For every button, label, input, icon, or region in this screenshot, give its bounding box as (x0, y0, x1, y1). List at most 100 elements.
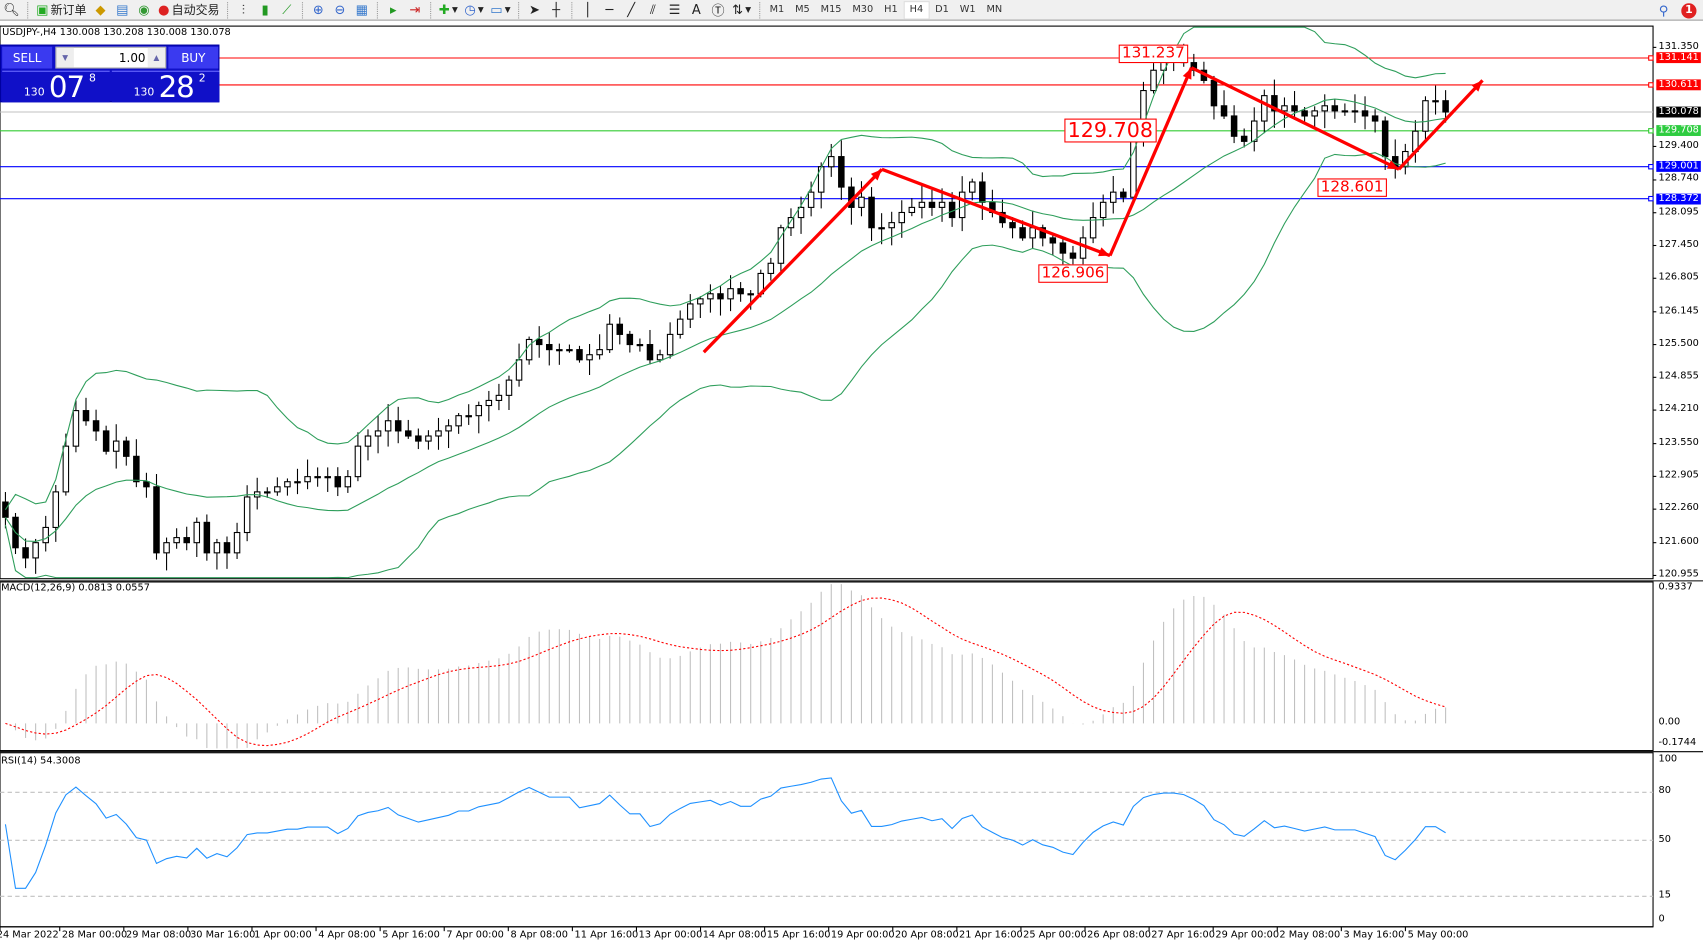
auto-trading-icon: ● (158, 2, 170, 18)
chart-shift-button[interactable]: ⇥ (404, 1, 426, 19)
indicators-dropdown[interactable]: ✚ ▼ (436, 1, 461, 19)
crosshair-button[interactable]: ┼ (545, 1, 567, 19)
fibonacci-button[interactable]: ☰ (664, 1, 686, 19)
zoom-in-button[interactable]: ⊕ (307, 1, 329, 19)
market-watch-button[interactable]: ◆ (90, 1, 112, 19)
candle-body (495, 394, 503, 401)
tile-windows-button[interactable]: ▦ (351, 1, 373, 19)
candle-body (284, 481, 291, 488)
candle-body (1422, 100, 1429, 132)
zoom-in-icon: ⊕ (312, 2, 324, 18)
arrowhead (1386, 160, 1399, 170)
candle-body (908, 206, 916, 214)
horizontal-line-button[interactable]: ─ (599, 1, 621, 19)
timeframe-d1[interactable]: D1 (935, 4, 949, 16)
price-annotation: 126.906 (1038, 264, 1108, 283)
candle-body (687, 303, 694, 320)
arrowhead (1471, 80, 1483, 92)
candle-body (354, 445, 362, 478)
data-window-button[interactable]: ▤ (111, 1, 133, 19)
time-axis-label: 5 Apr 16:00 (382, 930, 440, 941)
price-tick-label: 126.145 (1658, 305, 1699, 317)
text-button[interactable]: A (685, 1, 707, 19)
periods-dropdown[interactable]: ◷ ▼ (461, 1, 487, 19)
bollinger-upper-band (4, 26, 1446, 510)
zoom-icon[interactable]: 🔍︎ (3, 2, 20, 18)
candle-body (405, 430, 412, 437)
arrows-dropdown[interactable]: ⇅ ▼ (729, 1, 754, 19)
zoom-out-button[interactable]: ⊖ (329, 1, 351, 19)
timeframe-h4[interactable]: H4 (903, 0, 930, 20)
new-order-button[interactable]: ▣ 新订单 (36, 2, 87, 18)
vertical-line-button[interactable]: │ (577, 1, 599, 19)
candle-body (918, 201, 926, 208)
candle-body (586, 354, 593, 361)
candle-body (546, 344, 553, 351)
candle-body (1059, 242, 1067, 254)
timeframe-w1[interactable]: W1 (959, 4, 976, 16)
timeframe-m1[interactable]: M1 (769, 4, 785, 16)
timeframe-m15[interactable]: M15 (820, 4, 842, 16)
candle-body (183, 537, 190, 544)
price-tick-label: 124.210 (1658, 403, 1699, 415)
time-axis-label: 2 May 08:00 (1279, 930, 1341, 941)
candle-body (324, 476, 331, 479)
timeframe-m30[interactable]: M30 (852, 4, 874, 16)
sell-price[interactable]: 130 07 8 (2, 70, 110, 104)
candle-body (747, 293, 754, 296)
text-label-button[interactable]: Ⓣ (707, 1, 729, 19)
time-axis-label: 1 Apr 00:00 (254, 930, 312, 941)
trend-arrow (1397, 79, 1484, 171)
macd-label: MACD(12,26,9) 0.0813 0.0557 (1, 583, 150, 594)
timeframe-h1[interactable]: H1 (884, 4, 898, 16)
candle-body (223, 542, 231, 554)
time-axis-label: 15 Apr 16:00 (766, 930, 831, 941)
candle-body (968, 181, 976, 193)
candle-body (465, 415, 472, 418)
auto-trading-button[interactable]: ● 自动交易 (158, 2, 220, 18)
price-annotation: 129.708 (1064, 118, 1157, 143)
candle-body (958, 191, 966, 219)
buy-button[interactable]: BUY (168, 46, 219, 69)
sell-button[interactable]: SELL (2, 46, 53, 69)
candle-body (92, 420, 100, 432)
candle-body (928, 201, 936, 208)
templates-dropdown[interactable]: ▭ ▼ (487, 1, 514, 19)
lots-increase-button[interactable]: ▲ (147, 47, 166, 68)
trendline-button[interactable]: ╱ (620, 1, 642, 19)
candle-body (304, 476, 311, 483)
macd-axis-label: 0.9337 (1658, 581, 1693, 593)
candle-body (445, 425, 452, 432)
candle-body (1089, 217, 1097, 239)
autoscroll-button[interactable]: ▸ (382, 1, 404, 19)
cursor-button[interactable]: ➤ (524, 1, 546, 19)
level-handle (1648, 82, 1654, 88)
rsi-axis-label: 50 (1658, 833, 1671, 845)
macd-signal-line (5, 597, 1446, 747)
search-icon[interactable]: ⚲ (1658, 2, 1669, 18)
candle-body (838, 156, 845, 188)
notification-badge[interactable]: 1 (1681, 2, 1697, 18)
timeframe-mn[interactable]: MN (986, 4, 1003, 16)
time-axis-label: 30 Mar 16:00 (190, 930, 256, 941)
candlesticks (2, 43, 1449, 574)
candle-body (1432, 100, 1439, 103)
candle-body (767, 262, 775, 274)
candle-body (1079, 237, 1087, 259)
candle-body (1099, 201, 1107, 219)
navigator-button[interactable]: ◉ (133, 1, 155, 19)
rsi-axis-label: 0 (1658, 913, 1665, 925)
buy-price[interactable]: 130 28 2 (111, 70, 220, 104)
lots-decrease-button[interactable]: ▼ (56, 47, 74, 68)
timeframe-m5[interactable]: M5 (795, 4, 810, 16)
candle-body (556, 349, 563, 352)
lots-input[interactable] (76, 48, 146, 67)
line-chart-icon: ⟋ (282, 1, 292, 17)
bar-chart-button[interactable]: ⫶ (232, 1, 254, 19)
candle-body (163, 542, 170, 554)
fibo-channel-button[interactable]: ⫽ (642, 1, 664, 19)
candlestick-button[interactable]: ▮ (254, 1, 276, 19)
line-chart-button[interactable]: ⟋ (276, 1, 298, 19)
candle-body (1341, 110, 1349, 113)
